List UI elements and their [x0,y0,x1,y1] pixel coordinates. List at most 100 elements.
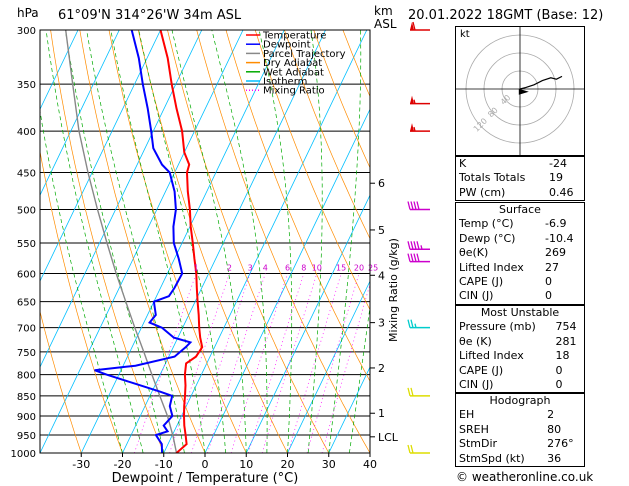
dry-adiabat-line [284,30,370,240]
wind-barb-half-flag [420,245,423,250]
sounding-datetime: 20.01.2022 18GMT (Base: 12) [408,8,604,23]
wet-adiabat-line [138,30,226,453]
wind-barb [410,21,430,31]
wet-adiabat-line [64,30,165,453]
most-unstable-row: CAPE (J) 0 [459,363,563,377]
pressure-tick-label: 600 [17,270,36,281]
wind-barb-flag [407,201,411,210]
wind-barb-flag [412,21,416,31]
storm-motion-marker [518,88,529,95]
dry-adiabat-line [40,310,82,453]
most-unstable-row: Lifted Index 18 [459,349,570,363]
hodograph-panel: kt 120 80 40 [455,26,585,156]
temp-tick-label: 0 [202,458,209,471]
surface-panel: Surface Temp (°C) -6.9 Dewp (°C) -10.4 θe(… [455,202,585,305]
dry-adiabat-line [254,30,370,311]
temp-tick-label: 40 [363,458,377,471]
pressure-tick-label: 1000 [11,449,36,460]
legend-label: Dry Adiabat [263,58,322,69]
wind-barb-pennant [410,95,414,104]
mixing-ratio-label: 15 [336,264,346,273]
dry-adiabat-line [40,149,123,453]
copyright-notice: © weatheronline.co.uk [456,470,594,484]
km-unit-label: km [374,4,393,18]
legend-label: Wet Adiabat [263,67,324,78]
isotherm-line [40,30,79,111]
wet-adiabat-line [258,30,293,453]
mixing-ratio-line [321,283,370,453]
wind-barb-flag [410,241,414,250]
temp-tick-label: -10 [155,458,173,471]
mixing-ratio-label: 3 [248,264,253,273]
hodograph-unit-label: kt [460,29,470,40]
surface-row: Temp (°C) -6.9 [459,217,567,231]
wind-barb-flag [407,319,411,328]
mixing-ratio-label: 1 [194,264,199,273]
wind-barb-flag [413,201,417,210]
pressure-tick-label: 350 [17,80,36,91]
dry-adiabat-line [79,30,206,453]
mixing-ratio-line [287,273,342,453]
legend-label: Isotherm [263,77,307,88]
dewpoint-line [94,30,193,453]
wet-adiabat-line [211,30,268,453]
most-unstable-row: CIN (J) 0 [459,378,563,392]
temp-tick-label: -30 [72,458,90,471]
km-tick-label: 6 [378,177,385,190]
wind-barb-flag [410,387,414,397]
dry-adiabat-line [50,30,165,453]
surface-row: CIN (J) 0 [459,289,553,303]
wind-barb-flag [410,444,414,454]
index-row: Totals Totals 19 [459,171,564,185]
temp-tick-label: -20 [114,458,132,471]
hodograph-trace [519,75,563,90]
legend-label: Parcel Trajectory [263,49,346,60]
wet-adiabat-line [86,30,185,453]
km-tick-label: 4 [378,269,385,282]
wind-barb-flag [416,201,420,210]
wind-barb-flag [407,241,411,250]
legend-label: Mixing Ratio [263,86,325,97]
wet-adiabat-line [349,304,370,453]
wind-barb-half-flag [414,323,417,328]
isotherm-line [40,30,203,368]
indices-table: K -24 Totals Totals 19 PW (cm) 0.46 [456,157,584,200]
wind-barb-flag [410,253,414,262]
pressure-tick-label: 950 [17,431,36,442]
hodograph-row: SREH 80 [459,422,562,436]
surface-row: Dewp (°C) -10.4 [459,231,574,245]
dry-adiabat-line [225,30,370,382]
most-unstable-row: Pressure (mb) 754 [459,320,577,334]
most-unstable-row: θe (K) 281 [459,334,577,348]
pressure-tick-label: 400 [17,127,36,138]
mixing-ratio-label: 20 [354,264,364,273]
wind-barb-pennant [410,22,414,30]
wind-barb [407,253,430,263]
wet-adiabat-line [307,30,323,453]
wind-barb [407,444,430,454]
mixing-ratio-label: 2 [227,264,232,273]
mixing-ratio-label: 10 [312,264,322,273]
wind-barb-flag [416,241,420,250]
hodograph-row: StmSpd (kt) 36 [459,451,562,465]
mixing-ratio-line [261,273,318,453]
asl-unit-label: ASL [374,17,397,31]
pressure-tick-label: 650 [17,298,36,309]
pressure-tick-label: 700 [17,324,36,335]
most-unstable-table: Pressure (mb) 754 θe (K) 281 Lifted Index 1… [456,320,584,392]
surface-title: Surface [499,203,541,216]
km-tick-label: 5 [378,224,385,237]
wind-barb [407,241,430,251]
pressure-tick-label: 300 [17,26,36,37]
hodograph-indices-table: EH 2 SREH 80 StmDir 276° StmSpd (kt) 36 [456,408,584,466]
wind-barb-flag [413,253,417,262]
wind-barb [410,123,430,132]
isotherm-line [40,30,244,453]
km-tick-label: 2 [378,362,385,375]
pressure-tick-label: 550 [17,239,36,250]
wet-adiabat-line [45,30,144,453]
index-row: PW (cm) 0.46 [459,185,574,199]
